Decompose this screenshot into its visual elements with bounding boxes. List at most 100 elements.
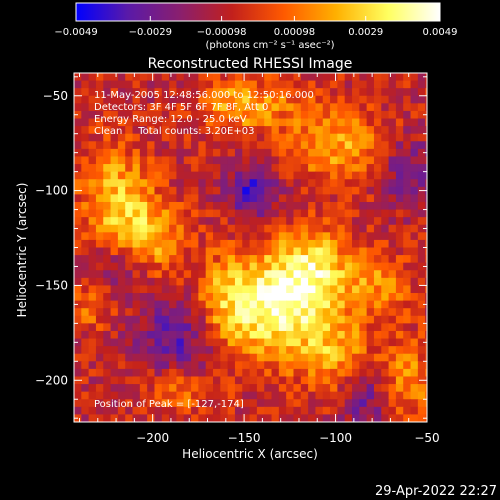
heatmap-cell xyxy=(271,194,280,203)
heatmap-cell xyxy=(95,338,104,347)
heatmap-cell xyxy=(344,201,353,211)
heatmap-cell xyxy=(191,384,199,393)
heatmap-cell xyxy=(191,232,199,241)
heatmap-cell xyxy=(132,285,141,294)
heatmap-cell xyxy=(139,148,148,158)
heatmap-cell xyxy=(322,247,331,256)
heatmap-cell xyxy=(308,323,317,332)
heatmap-cell xyxy=(264,224,273,233)
heatmap-cell xyxy=(373,194,382,203)
heatmap-cell xyxy=(373,255,382,264)
heatmap-cell xyxy=(337,209,346,218)
heatmap-cell xyxy=(183,148,192,158)
heatmap-cell xyxy=(234,353,243,362)
heatmap-cell xyxy=(88,80,97,89)
heatmap-cell xyxy=(271,391,280,400)
heatmap-cell xyxy=(373,293,382,302)
heatmap-cell xyxy=(264,232,273,241)
heatmap-cell xyxy=(183,80,192,89)
heatmap-cell xyxy=(74,194,82,203)
heatmap-cell xyxy=(410,201,419,211)
heatmap-cell xyxy=(103,384,112,393)
heatmap-cell xyxy=(264,406,273,416)
heatmap-cell xyxy=(264,110,273,120)
heatmap-cell xyxy=(352,164,360,173)
heatmap-cell xyxy=(417,80,426,89)
heatmap-cell xyxy=(191,126,199,135)
heatmap-cell xyxy=(161,148,170,158)
heatmap-cell xyxy=(300,285,309,294)
heatmap-cell xyxy=(139,95,148,104)
heatmap-cell xyxy=(88,194,97,203)
heatmap-cell xyxy=(286,376,295,385)
heatmap-cell xyxy=(271,262,280,271)
heatmap-cell xyxy=(191,239,199,249)
heatmap-cell xyxy=(249,209,258,218)
heatmap-cell xyxy=(205,384,214,393)
heatmap-cell xyxy=(373,285,382,294)
heatmap-cell xyxy=(183,209,192,218)
heatmap-cell xyxy=(352,270,360,279)
heatmap-cell xyxy=(242,224,251,233)
heatmap-cell xyxy=(213,179,221,188)
heatmap-cell xyxy=(81,323,90,332)
heatmap-cell xyxy=(88,293,97,302)
heatmap-cell xyxy=(139,209,148,218)
heatmap-cell xyxy=(359,353,368,362)
heatmap-cell xyxy=(191,368,199,378)
heatmap-cell xyxy=(417,88,426,97)
heatmap-cell xyxy=(198,315,207,324)
heatmap-cell xyxy=(95,315,104,324)
heatmap-cell xyxy=(139,133,148,142)
heatmap-cell xyxy=(286,414,295,422)
heatmap-cell xyxy=(315,368,324,378)
heatmap-cell xyxy=(395,384,404,393)
colorbar-tick-label: 0.00098 xyxy=(274,27,315,38)
heatmap-cell xyxy=(227,133,236,142)
heatmap-cell xyxy=(205,103,214,112)
heatmap-cell xyxy=(322,110,331,120)
heatmap-cell xyxy=(388,270,397,279)
heatmap-cell xyxy=(286,346,295,355)
heatmap-cell xyxy=(344,126,353,135)
heatmap-cell xyxy=(205,406,214,416)
heatmap-cell xyxy=(249,194,258,203)
heatmap-cell xyxy=(139,103,148,112)
heatmap-cell xyxy=(169,118,178,127)
heatmap-cell xyxy=(242,399,251,408)
heatmap-cell xyxy=(271,384,280,393)
heatmap-cell xyxy=(308,110,317,120)
heatmap-cell xyxy=(403,323,412,332)
heatmap-cell xyxy=(198,384,207,393)
heatmap-cell xyxy=(300,338,309,347)
heatmap-cell xyxy=(88,323,97,332)
heatmap-cell xyxy=(286,323,295,332)
heatmap-cell xyxy=(132,126,141,135)
heatmap-cell xyxy=(286,110,295,120)
heatmap-cell xyxy=(352,186,360,195)
heatmap-cell xyxy=(161,368,170,378)
heatmap-cell xyxy=(366,232,375,241)
heatmap-cell xyxy=(205,330,214,340)
heatmap-cell xyxy=(191,171,199,180)
heatmap-cell xyxy=(234,323,243,332)
heatmap-cell xyxy=(110,308,119,317)
heatmap-cell xyxy=(139,346,148,355)
heatmap-cell xyxy=(110,148,119,158)
heatmap-cell xyxy=(256,209,265,218)
heatmap-cell xyxy=(308,201,317,211)
heatmap-cell xyxy=(213,80,221,89)
heatmap-cell xyxy=(95,277,104,287)
heatmap-cell xyxy=(425,315,427,324)
heatmap-cell xyxy=(103,201,112,211)
heatmap-cell xyxy=(81,148,90,158)
heatmap-cell xyxy=(256,73,265,82)
heatmap-cell xyxy=(410,399,419,408)
heatmap-cell xyxy=(110,179,119,188)
annotation-total-counts: Clean Total counts: 3.20E+03 xyxy=(94,126,254,137)
heatmap-cell xyxy=(264,293,273,302)
heatmap-cell xyxy=(95,262,104,271)
heatmap-cell xyxy=(388,277,397,287)
heatmap-cell xyxy=(191,88,199,97)
heatmap-cell xyxy=(139,186,148,195)
